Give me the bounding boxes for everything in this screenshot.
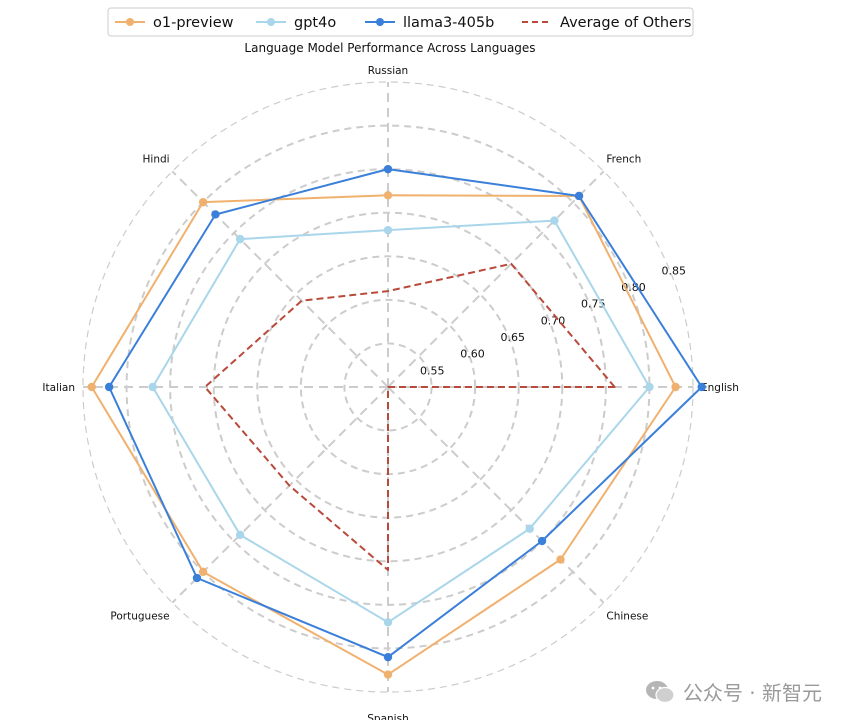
legend-label: Average of Others xyxy=(560,15,691,31)
legend-label: llama3-405b xyxy=(403,15,494,31)
data-point xyxy=(671,382,680,392)
grid-spoke xyxy=(171,170,389,388)
grid-spoke xyxy=(387,170,605,388)
chart-title: Language Model Performance Across Langua… xyxy=(244,41,535,55)
axis-label-english: English xyxy=(701,382,739,394)
data-point xyxy=(235,234,245,244)
data-point xyxy=(383,652,393,662)
series-line xyxy=(151,219,651,624)
grid-spoke xyxy=(387,386,605,604)
wechat-icon xyxy=(645,680,675,703)
data-point xyxy=(383,670,393,679)
axis-label-portuguese: Portuguese xyxy=(110,610,169,622)
series-line xyxy=(90,194,677,676)
axis-label-hindi: Hindi xyxy=(143,154,170,166)
data-point xyxy=(198,197,208,207)
grid-spoke xyxy=(171,386,389,604)
watermark: 公众号 · 新智元 xyxy=(645,677,822,706)
data-point xyxy=(211,210,220,219)
r-tick-label: 0.65 xyxy=(501,331,526,344)
data-point xyxy=(383,225,393,235)
data-point xyxy=(198,567,208,577)
data-point xyxy=(192,573,202,583)
data-point xyxy=(148,382,157,392)
data-point xyxy=(697,382,706,392)
r-tick-label: 0.70 xyxy=(541,314,566,327)
data-point xyxy=(556,555,565,564)
data-point xyxy=(383,618,393,627)
data-point xyxy=(87,382,96,392)
axis-label-italian: Italian xyxy=(42,382,75,394)
legend-marker xyxy=(376,18,384,26)
grid-circle xyxy=(343,342,433,432)
data-point xyxy=(525,524,534,533)
legend-marker xyxy=(267,18,275,26)
series-line xyxy=(108,168,703,659)
watermark-text: 公众号 · 新智元 xyxy=(682,681,822,705)
r-tick-label: 0.60 xyxy=(460,348,485,361)
data-point xyxy=(550,216,559,225)
data-point xyxy=(235,530,245,540)
legend-marker xyxy=(126,18,134,26)
legend-label: gpt4o xyxy=(294,15,336,31)
axis-label-french: French xyxy=(606,154,641,166)
data-point xyxy=(383,191,393,200)
data-point xyxy=(537,536,547,546)
data-point xyxy=(383,164,393,174)
grid-circle xyxy=(212,211,564,563)
data-point xyxy=(645,382,654,392)
r-tick-label: 0.55 xyxy=(420,364,445,377)
legend-label: o1-preview xyxy=(153,15,234,31)
legend-box xyxy=(107,7,694,37)
data-point xyxy=(574,191,584,201)
r-tick-label: 0.85 xyxy=(662,264,687,277)
axis-label-russian: Russian xyxy=(368,65,408,77)
data-point xyxy=(104,382,114,392)
series-line xyxy=(204,262,616,571)
axis-label-chinese: Chinese xyxy=(606,610,648,622)
axis-label-spanish: Spanish xyxy=(367,713,408,720)
